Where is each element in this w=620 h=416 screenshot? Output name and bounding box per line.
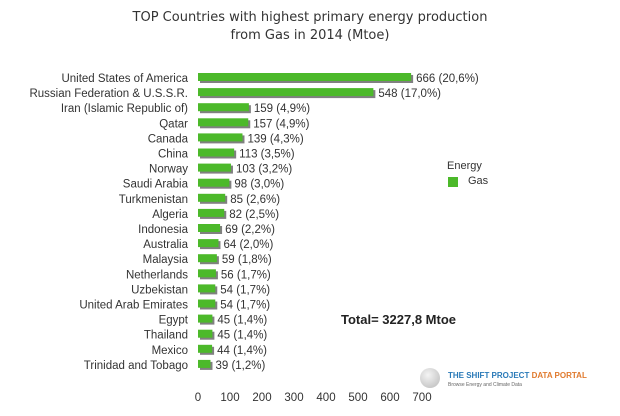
category-label: Thailand [144, 330, 188, 342]
data-label: 64 (2,0%) [223, 239, 273, 251]
category-label: Mexico [152, 345, 188, 357]
x-tick-label: 100 [220, 392, 239, 404]
bar [198, 118, 249, 127]
bar [198, 208, 225, 217]
bar [198, 314, 213, 323]
category-label: Saudi Arabia [123, 179, 189, 191]
data-label: 548 (17,0%) [378, 88, 441, 100]
data-label: 56 (1,7%) [221, 269, 271, 281]
category-label: Turkmenistan [119, 194, 188, 206]
data-label: 159 (4,9%) [254, 103, 310, 115]
x-tick-label: 200 [252, 392, 271, 404]
data-label: 59 (1,8%) [222, 254, 272, 266]
category-label: Trinidad and Tobago [84, 360, 188, 372]
bar [198, 88, 374, 97]
bar [198, 73, 412, 81]
category-label: Canada [148, 133, 189, 145]
data-label: 103 (3,2%) [236, 164, 292, 176]
logo-tagline: Browse Energy and Climate Data [448, 382, 522, 388]
data-label: 85 (2,6%) [230, 194, 280, 206]
bar [198, 224, 221, 232]
category-label: Iran (Islamic Republic of) [61, 103, 188, 115]
data-label: 157 (4,9%) [253, 118, 309, 130]
bar [198, 178, 230, 187]
category-label: Algeria [152, 209, 188, 221]
x-tick-label: 600 [380, 392, 399, 404]
bar [198, 103, 249, 112]
category-label: China [158, 149, 189, 161]
x-tick-label: 400 [316, 392, 335, 404]
bar [198, 148, 235, 157]
chart-subtitle: from Gas in 2014 (Mtoe) [230, 28, 390, 43]
category-label: Netherlands [126, 269, 188, 281]
category-label: United Arab Emirates [79, 300, 188, 312]
bar [198, 193, 226, 202]
legend-swatch [448, 177, 458, 187]
data-label: 82 (2,5%) [229, 209, 279, 221]
bar [198, 239, 219, 248]
data-label: 54 (1,7%) [220, 300, 270, 312]
logo-part2: DATA PORTAL [531, 371, 587, 380]
chart-title: TOP Countries with highest primary energ… [132, 10, 488, 25]
data-label: 44 (1,4%) [217, 345, 267, 357]
category-label: Russian Federation & U.S.S.R. [29, 88, 188, 100]
data-label: 139 (4,3%) [247, 133, 303, 145]
x-tick-label: 0 [195, 392, 201, 404]
bar [198, 284, 216, 293]
data-label: 54 (1,7%) [220, 284, 270, 296]
data-label: 113 (3,5%) [239, 149, 295, 161]
data-label: 45 (1,4%) [217, 315, 267, 327]
bar [198, 329, 213, 338]
data-label: 69 (2,2%) [225, 224, 275, 236]
category-label: Egypt [159, 315, 189, 327]
bar [198, 163, 231, 172]
bar [198, 359, 211, 368]
bar [198, 269, 216, 278]
data-label: 98 (3,0%) [234, 179, 284, 191]
data-label: 45 (1,4%) [217, 330, 267, 342]
bar [198, 299, 216, 308]
bar [198, 344, 213, 353]
category-label: Malaysia [143, 254, 189, 266]
category-label: Uzbekistan [131, 284, 188, 296]
total-annotation: Total= 3227,8 Mtoe [341, 312, 456, 327]
logo-chart-icon [420, 368, 440, 388]
legend-title: Energy [447, 160, 482, 172]
category-label: Qatar [159, 118, 188, 130]
bar [198, 254, 217, 263]
bar [198, 133, 243, 142]
category-label: United States of America [61, 73, 188, 85]
category-label: Norway [149, 164, 188, 176]
x-tick-label: 300 [284, 392, 303, 404]
x-tick-label: 500 [348, 392, 367, 404]
category-label: Indonesia [138, 224, 188, 236]
data-label: 666 (20,6%) [416, 73, 479, 85]
data-label: 39 (1,2%) [215, 360, 265, 372]
logo-part1: THE SHIFT PROJECT [448, 371, 530, 380]
x-tick-label: 700 [412, 392, 431, 404]
legend-label: Gas [468, 175, 489, 187]
category-label: Australia [143, 239, 188, 251]
